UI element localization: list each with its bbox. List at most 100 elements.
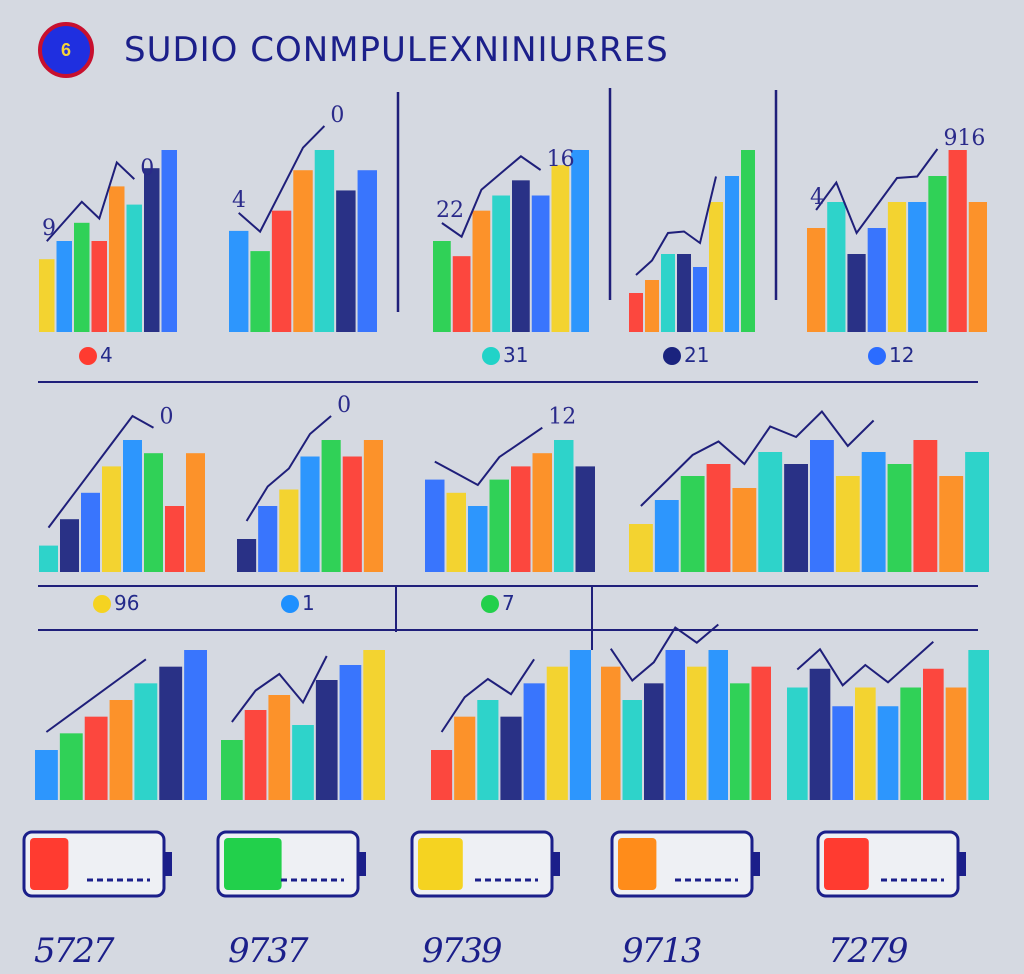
bar (810, 440, 834, 572)
bar (677, 254, 691, 332)
bar (293, 170, 313, 332)
bar (706, 464, 731, 572)
bar (342, 456, 362, 572)
bar (939, 476, 964, 572)
bar (965, 452, 989, 572)
bar (91, 241, 107, 332)
bar (665, 650, 685, 800)
peak-label: 12 (548, 405, 576, 430)
badge-icon: 6 (38, 22, 94, 78)
bar-caption: 12 (889, 343, 914, 367)
bar (363, 440, 383, 572)
bar (300, 456, 320, 572)
bar (680, 476, 705, 572)
battery-level (224, 838, 282, 890)
bar (928, 176, 947, 332)
bar (126, 204, 142, 332)
bar-caption: 1 (302, 591, 315, 615)
bar (186, 453, 205, 572)
bar-caption: 4 (100, 343, 113, 367)
bar (314, 150, 335, 332)
bar (489, 479, 509, 572)
caption-bubble-icon (482, 347, 500, 365)
bar (827, 202, 846, 332)
bar (84, 716, 108, 800)
peak-label: 0 (140, 156, 154, 181)
bar (832, 706, 853, 800)
caption-bubble-icon (868, 347, 886, 365)
bar (861, 452, 886, 572)
bar (433, 241, 451, 332)
bar (708, 650, 728, 800)
bar (165, 506, 184, 572)
bar (363, 650, 385, 800)
line-label: 9 (42, 216, 56, 241)
battery-label: 9739 (422, 931, 502, 971)
bar (855, 687, 876, 800)
bar (968, 650, 989, 800)
bar (123, 440, 142, 572)
bar (948, 150, 967, 332)
bar (321, 440, 341, 572)
bar (56, 241, 72, 332)
bar-caption: 31 (503, 343, 528, 367)
caption-bubble-icon (663, 347, 681, 365)
bar (551, 165, 570, 332)
bar (425, 479, 445, 572)
battery-level (824, 838, 869, 890)
peak-label: 916 (943, 126, 985, 151)
bar (229, 230, 249, 332)
bar (134, 683, 158, 800)
trend-line (231, 655, 328, 723)
bar (877, 706, 899, 800)
bar (908, 202, 927, 332)
bar (571, 150, 589, 332)
caption-bubble-icon (481, 595, 499, 613)
bar (477, 700, 499, 800)
bar (511, 466, 531, 572)
bar (292, 725, 314, 800)
bar (237, 539, 257, 572)
bar (532, 453, 552, 572)
bar (468, 506, 488, 572)
peak-label: 0 (160, 405, 174, 430)
bar (279, 489, 299, 572)
caption-bubble-icon (79, 347, 97, 365)
bar (268, 695, 291, 800)
bar (725, 176, 739, 332)
bar (645, 280, 659, 332)
bar (109, 186, 125, 332)
caption-bubble-icon (93, 595, 111, 613)
bar (923, 668, 944, 800)
bar (250, 251, 270, 332)
bar (531, 195, 550, 332)
battery-terminal (752, 852, 760, 876)
bar (144, 453, 163, 572)
bar (730, 683, 750, 800)
bar-caption: 21 (684, 343, 709, 367)
trend-line (47, 414, 154, 529)
trend-line (440, 658, 535, 733)
bar (887, 202, 907, 332)
bar (271, 210, 292, 332)
bar (554, 440, 574, 572)
bar (109, 700, 133, 800)
bar (35, 750, 58, 800)
bar (357, 170, 377, 332)
battery-terminal (164, 852, 172, 876)
trend-line (635, 176, 717, 276)
bar (339, 665, 362, 800)
bar (446, 492, 466, 572)
trend-line (46, 160, 135, 242)
peak-label: 16 (547, 147, 575, 172)
bar (184, 650, 207, 800)
bar (431, 750, 453, 800)
page-title: SUDIO CONMPULEXNINIURRES (124, 30, 669, 70)
battery-terminal (552, 852, 560, 876)
bar (867, 228, 886, 332)
bar (144, 168, 160, 332)
trend-line (434, 426, 543, 487)
trend-line (640, 409, 875, 507)
battery-level (418, 838, 463, 890)
